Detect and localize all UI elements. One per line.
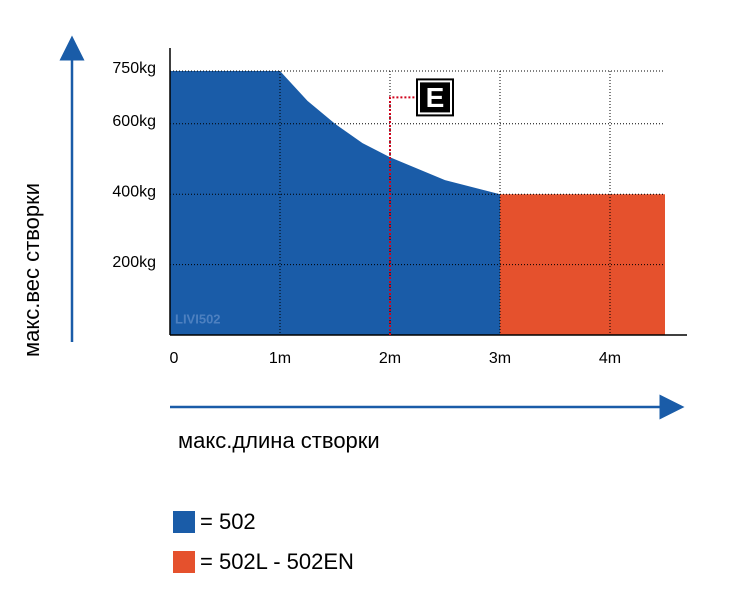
y-axis-label: макс.вес створки <box>19 183 44 357</box>
x-tick-label: 0 <box>170 350 179 367</box>
legend-swatch <box>173 551 195 573</box>
y-tick-label: 600kg <box>112 113 156 130</box>
y-tick-label: 200kg <box>112 254 156 271</box>
y-tick-label: 750kg <box>112 60 156 77</box>
watermark: LIVI502 <box>175 311 221 326</box>
x-tick-label: 1m <box>269 350 291 367</box>
x-axis-label: макс.длина створки <box>178 428 380 453</box>
legend-swatch <box>173 511 195 533</box>
area <box>170 71 500 335</box>
marker-line <box>389 96 416 335</box>
legend-label: = 502 <box>200 509 256 534</box>
x-tick-label: 4m <box>599 350 621 367</box>
y-tick-label: 400kg <box>112 183 156 200</box>
marker-box-inner <box>418 80 452 115</box>
marker-label: E <box>426 82 445 113</box>
x-tick-label: 2m <box>379 350 401 367</box>
area <box>500 194 665 335</box>
x-tick-label: 3m <box>489 350 511 367</box>
legend-label: = 502L - 502EN <box>200 549 354 574</box>
